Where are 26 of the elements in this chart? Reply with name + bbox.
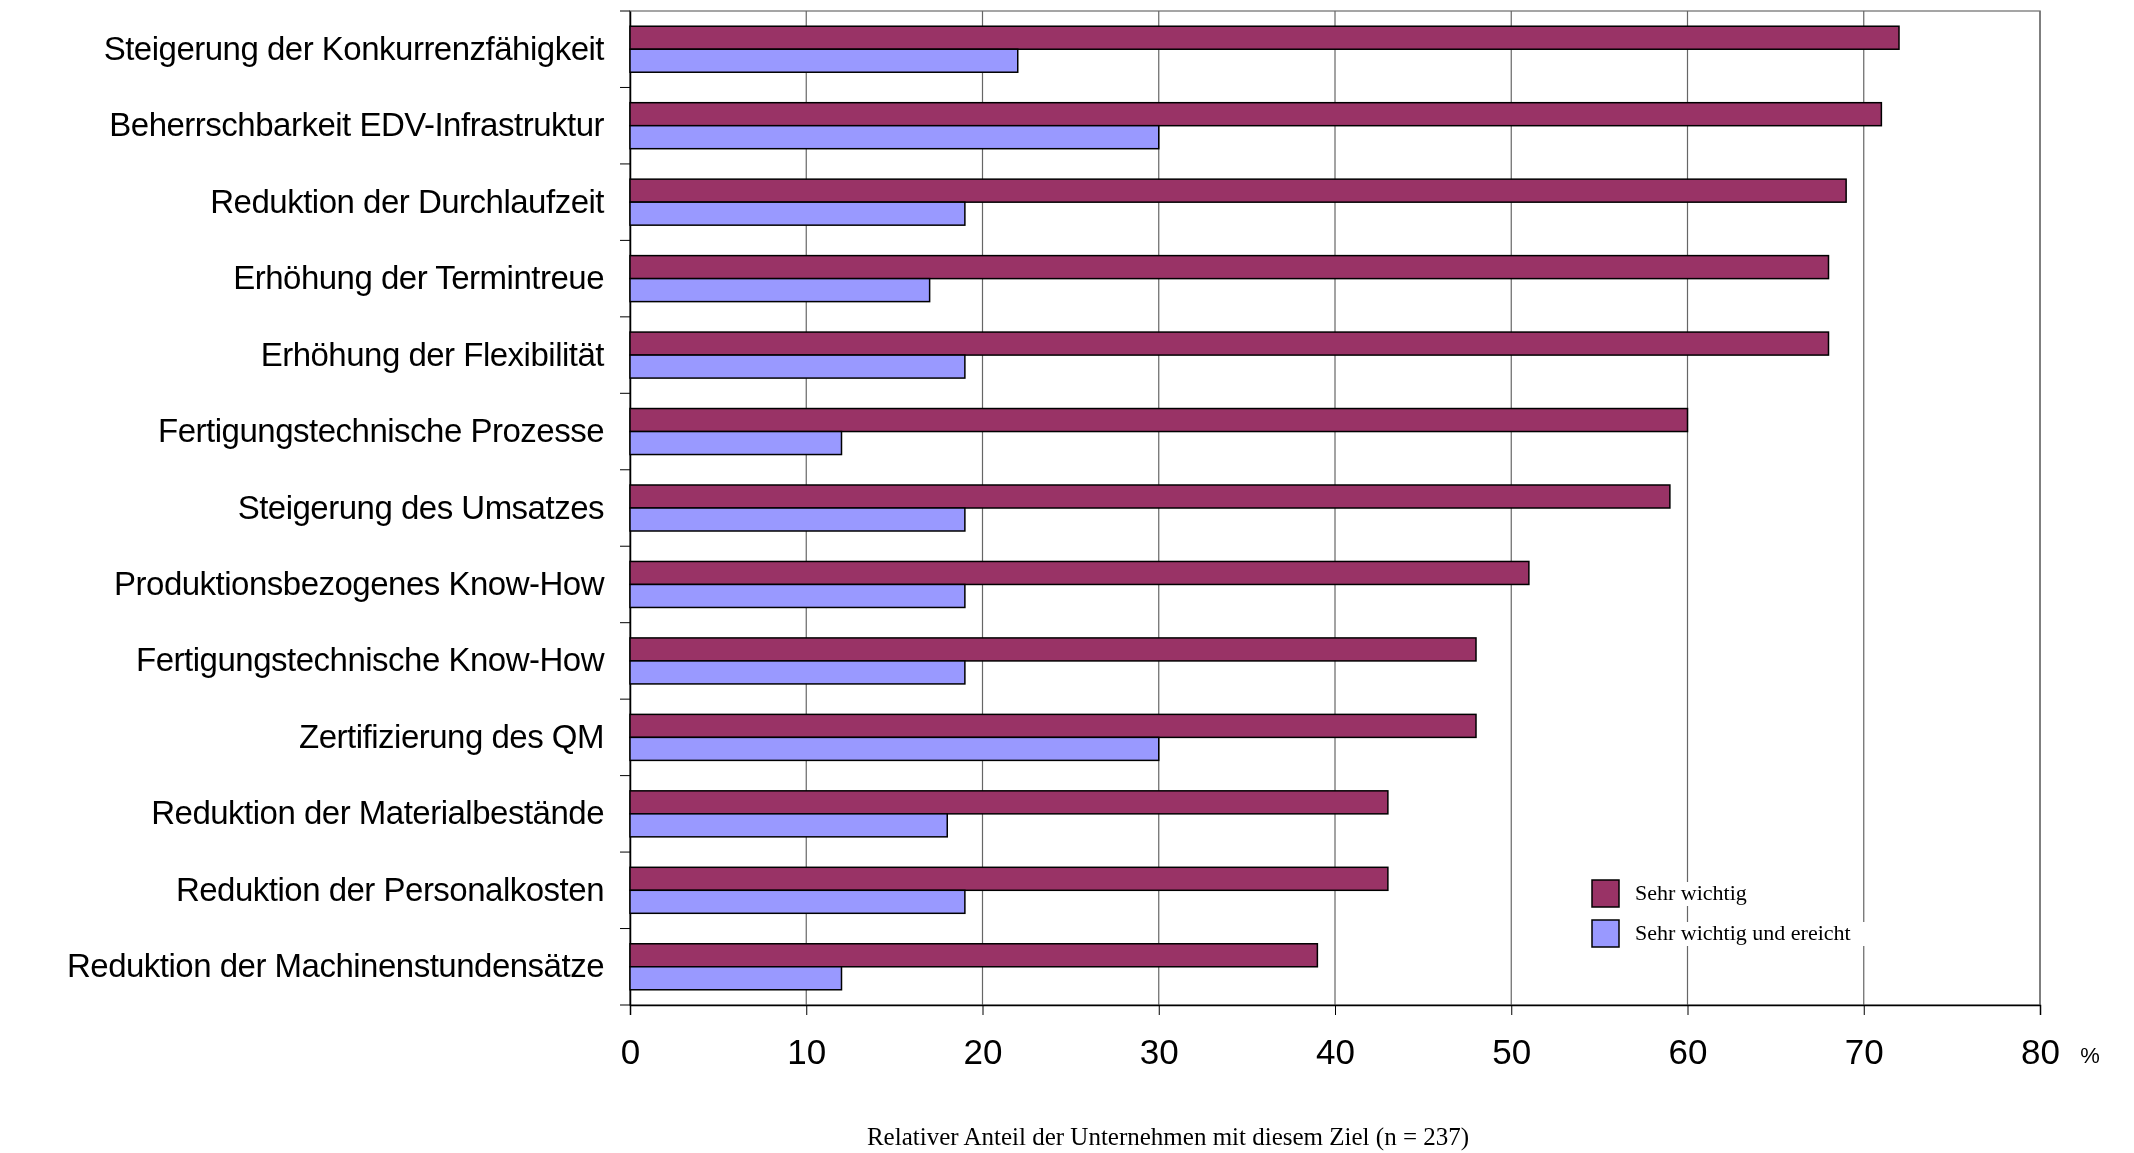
x-tick-label: 60 <box>1668 1031 1708 1071</box>
x-tick-label: 80 <box>2021 1031 2060 1071</box>
x-tick-label: 40 <box>1316 1031 1355 1071</box>
y-tick-label: Produktionsbezogenes Know-How <box>114 565 605 603</box>
x-tick-label: 50 <box>1492 1031 1532 1071</box>
y-tick-label: Fertigungstechnische Prozesse <box>158 412 604 450</box>
y-tick-label: Reduktion der Machinenstundensätze <box>66 947 604 985</box>
y-tick-label: Reduktion der Durchlaufzeit <box>210 182 605 220</box>
x-tick-label: 70 <box>1844 1031 1884 1071</box>
legend-label: Sehr wichtig und ereicht <box>1635 920 1851 945</box>
y-tick-label: Erhöhung der Termintreue <box>233 259 604 297</box>
x-tick-label: 0 <box>620 1031 641 1071</box>
x-tick-label: 10 <box>787 1031 827 1071</box>
text: % <box>2080 1043 2100 1068</box>
x-tick-label: 30 <box>1139 1031 1179 1071</box>
y-tick-label: Zertifizierung des QM <box>299 717 604 755</box>
y-tick-label: Steigerung des Umsatzes <box>237 488 604 526</box>
legend-label: Sehr wichtig <box>1635 880 1747 905</box>
y-tick-label: Beherrschbarkeit EDV-Infrastruktur <box>109 106 605 144</box>
y-tick-label: Reduktion der Personalkosten <box>175 870 604 908</box>
y-tick-label: Fertigungstechnische Know-How <box>136 641 605 679</box>
y-tick-label: Steigerung der Konkurrenzfähigkeit <box>103 29 605 67</box>
y-tick-label: Erhöhung der Flexibilität <box>260 335 605 373</box>
y-tick-label: Reduktion der Materialbestände <box>151 794 604 832</box>
x-axis-title: Relativer Anteil der Unternehmen mit diesem Ziel (n = 237) <box>866 1123 1470 1151</box>
x-tick-label: 20 <box>963 1031 1003 1071</box>
